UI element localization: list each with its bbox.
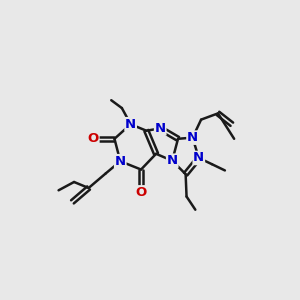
Text: N: N bbox=[187, 131, 198, 144]
Text: N: N bbox=[193, 152, 204, 164]
Text: O: O bbox=[135, 186, 147, 199]
Text: N: N bbox=[115, 155, 126, 168]
Text: N: N bbox=[125, 118, 136, 131]
Text: N: N bbox=[155, 122, 166, 135]
Text: O: O bbox=[88, 132, 99, 145]
Text: N: N bbox=[167, 154, 178, 167]
